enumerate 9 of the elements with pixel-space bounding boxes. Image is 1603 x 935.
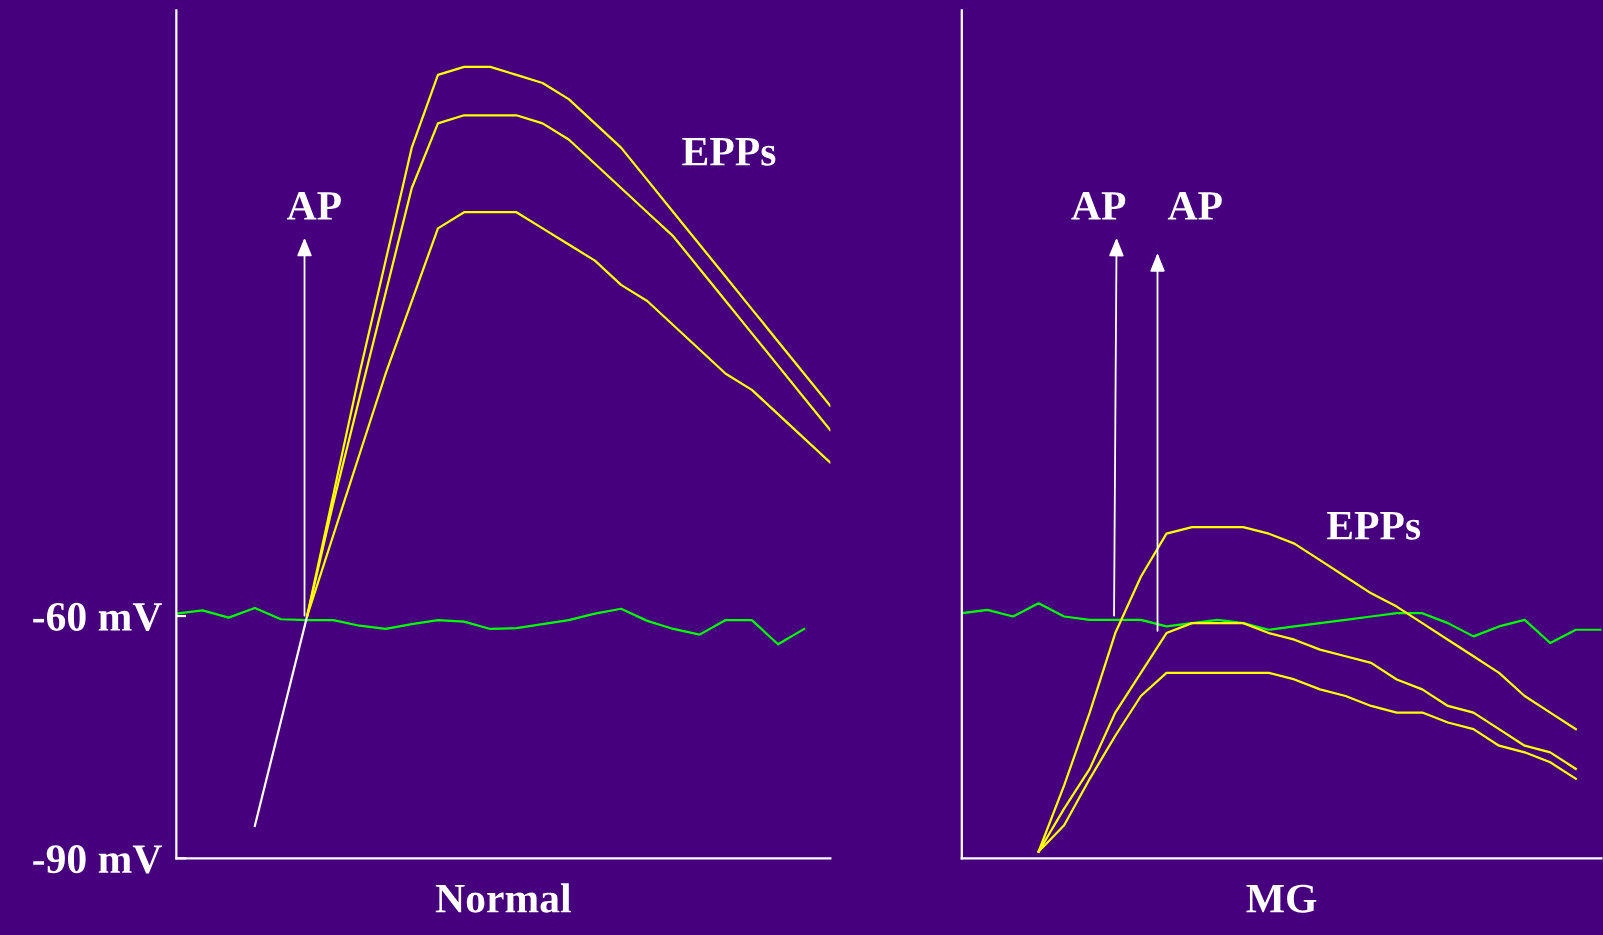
annotation: EPPs <box>1326 512 1421 540</box>
text: AP <box>1167 192 1222 220</box>
annotation: AP <box>286 192 341 220</box>
annotation: EPPs <box>682 138 776 166</box>
x-axis-title: MG <box>1246 884 1317 913</box>
y-tick-label: -60 mV <box>33 602 162 632</box>
x-axis-title: Normal <box>435 883 571 913</box>
text: AP <box>1071 192 1126 220</box>
y-tick-label: -90 mV <box>33 845 162 874</box>
